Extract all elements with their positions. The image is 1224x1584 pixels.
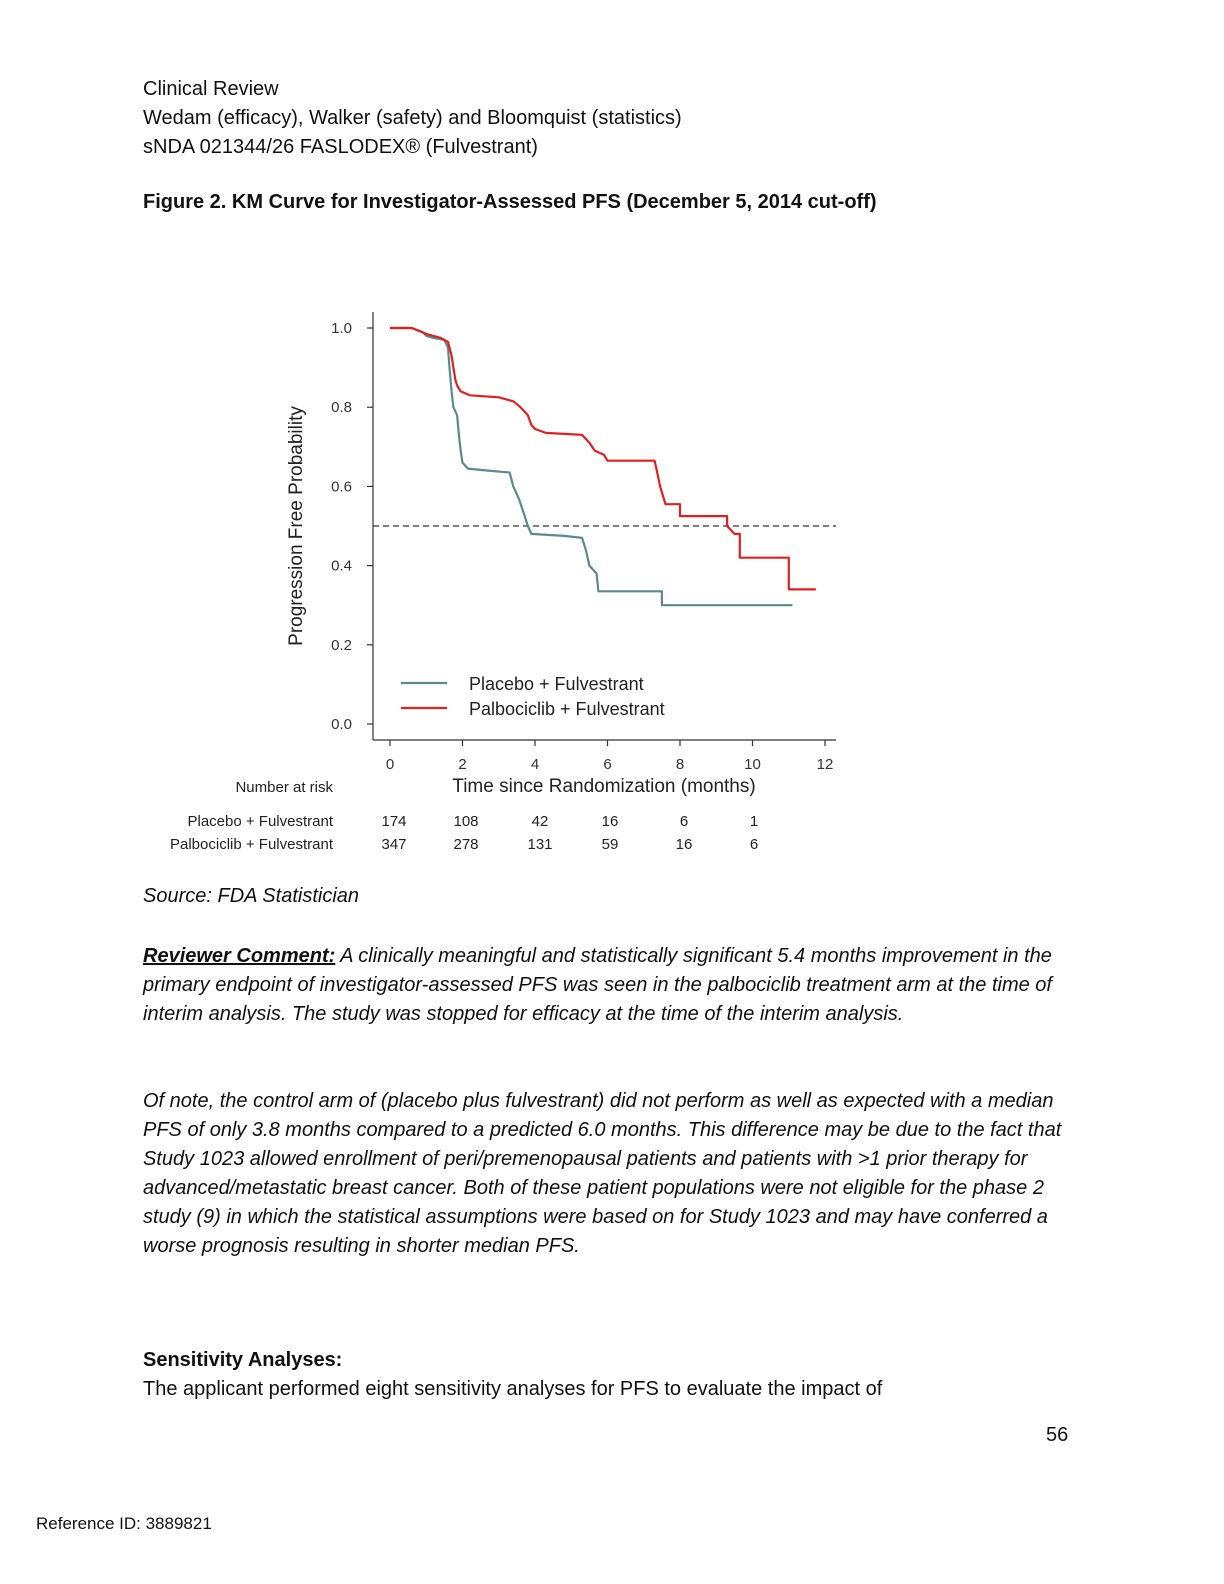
y-tick-label: 0.2 <box>331 637 352 654</box>
x-tick-label: 6 <box>603 756 611 773</box>
x-tick-label: 12 <box>817 756 834 773</box>
figure-title: Figure 2. KM Curve for Investigator-Asse… <box>143 191 877 213</box>
risk-value: 42 <box>532 813 549 830</box>
section-text: The applicant performed eight sensitivit… <box>143 1378 883 1400</box>
reference-id: Reference ID: 3889821 <box>36 1514 212 1533</box>
y-tick-label: 0.6 <box>331 478 352 495</box>
reviewer-comment-label: Reviewer Comment: <box>143 945 336 967</box>
chart-axes: 0.0 0.2 0.4 0.6 0.8 1.0 0 2 4 6 8 10 12 <box>331 312 836 773</box>
header-line-1: Clinical Review <box>143 78 279 100</box>
x-tick-label: 2 <box>458 756 466 773</box>
note-paragraph: Of note, the control arm of (placebo plu… <box>143 1090 1062 1257</box>
reviewer-comment-text: A clinically meaningful and statisticall… <box>143 945 1052 1025</box>
risk-row-label: Palbociclib + Fulvestrant <box>170 836 334 853</box>
x-tick-label: 0 <box>386 756 394 773</box>
risk-value: 174 <box>381 813 406 830</box>
risk-value: 278 <box>453 836 478 853</box>
y-tick-label: 0.8 <box>331 399 352 416</box>
placebo-curve <box>390 326 793 607</box>
risk-value: 16 <box>676 836 693 853</box>
section-heading: Sensitivity Analyses: <box>143 1349 343 1371</box>
header-line-2: Wedam (efficacy), Walker (safety) and Bl… <box>143 107 682 129</box>
risk-table-title: Number at risk <box>235 779 333 796</box>
risk-value: 108 <box>453 813 478 830</box>
km-chart: 0.0 0.2 0.4 0.6 0.8 1.0 0 2 4 6 8 10 12 Placebo + Fu… <box>170 312 836 853</box>
km-curves <box>390 326 816 607</box>
x-tick-label: 8 <box>676 756 684 773</box>
y-tick-label: 0.0 <box>331 716 352 733</box>
risk-value: 6 <box>750 836 758 853</box>
risk-row-label: Placebo + Fulvestrant <box>188 813 334 830</box>
risk-value: 16 <box>602 813 619 830</box>
risk-value: 347 <box>381 836 406 853</box>
reviewer-comment: Reviewer Comment: A clinically meaningfu… <box>143 942 1083 1029</box>
legend-label: Placebo + Fulvestrant <box>469 674 644 694</box>
y-tick-label: 1.0 <box>331 320 352 337</box>
x-axis-label: Time since Randomization (months) <box>452 776 755 797</box>
risk-value: 131 <box>527 836 552 853</box>
figure-source: Source: FDA Statistician <box>143 885 360 907</box>
header-line-3: sNDA 021344/26 FASLODEX® (Fulvestrant) <box>143 136 538 158</box>
x-tick-label: 4 <box>531 756 539 773</box>
y-tick-label: 0.4 <box>331 558 352 575</box>
palbociclib-curve <box>390 326 816 591</box>
risk-value: 6 <box>680 813 688 830</box>
risk-value: 59 <box>602 836 619 853</box>
y-axis-label: Progression Free Probability <box>286 406 307 646</box>
x-tick-label: 10 <box>744 756 761 773</box>
page-number: 56 <box>1046 1424 1069 1446</box>
legend-label: Palbociclib + Fulvestrant <box>469 699 665 719</box>
risk-value: 1 <box>750 813 758 830</box>
chart-legend: Placebo + Fulvestrant Palbociclib + Fulve… <box>401 674 665 719</box>
risk-table: Number at risk Placebo + Fulvestrant 174 10… <box>170 779 758 853</box>
